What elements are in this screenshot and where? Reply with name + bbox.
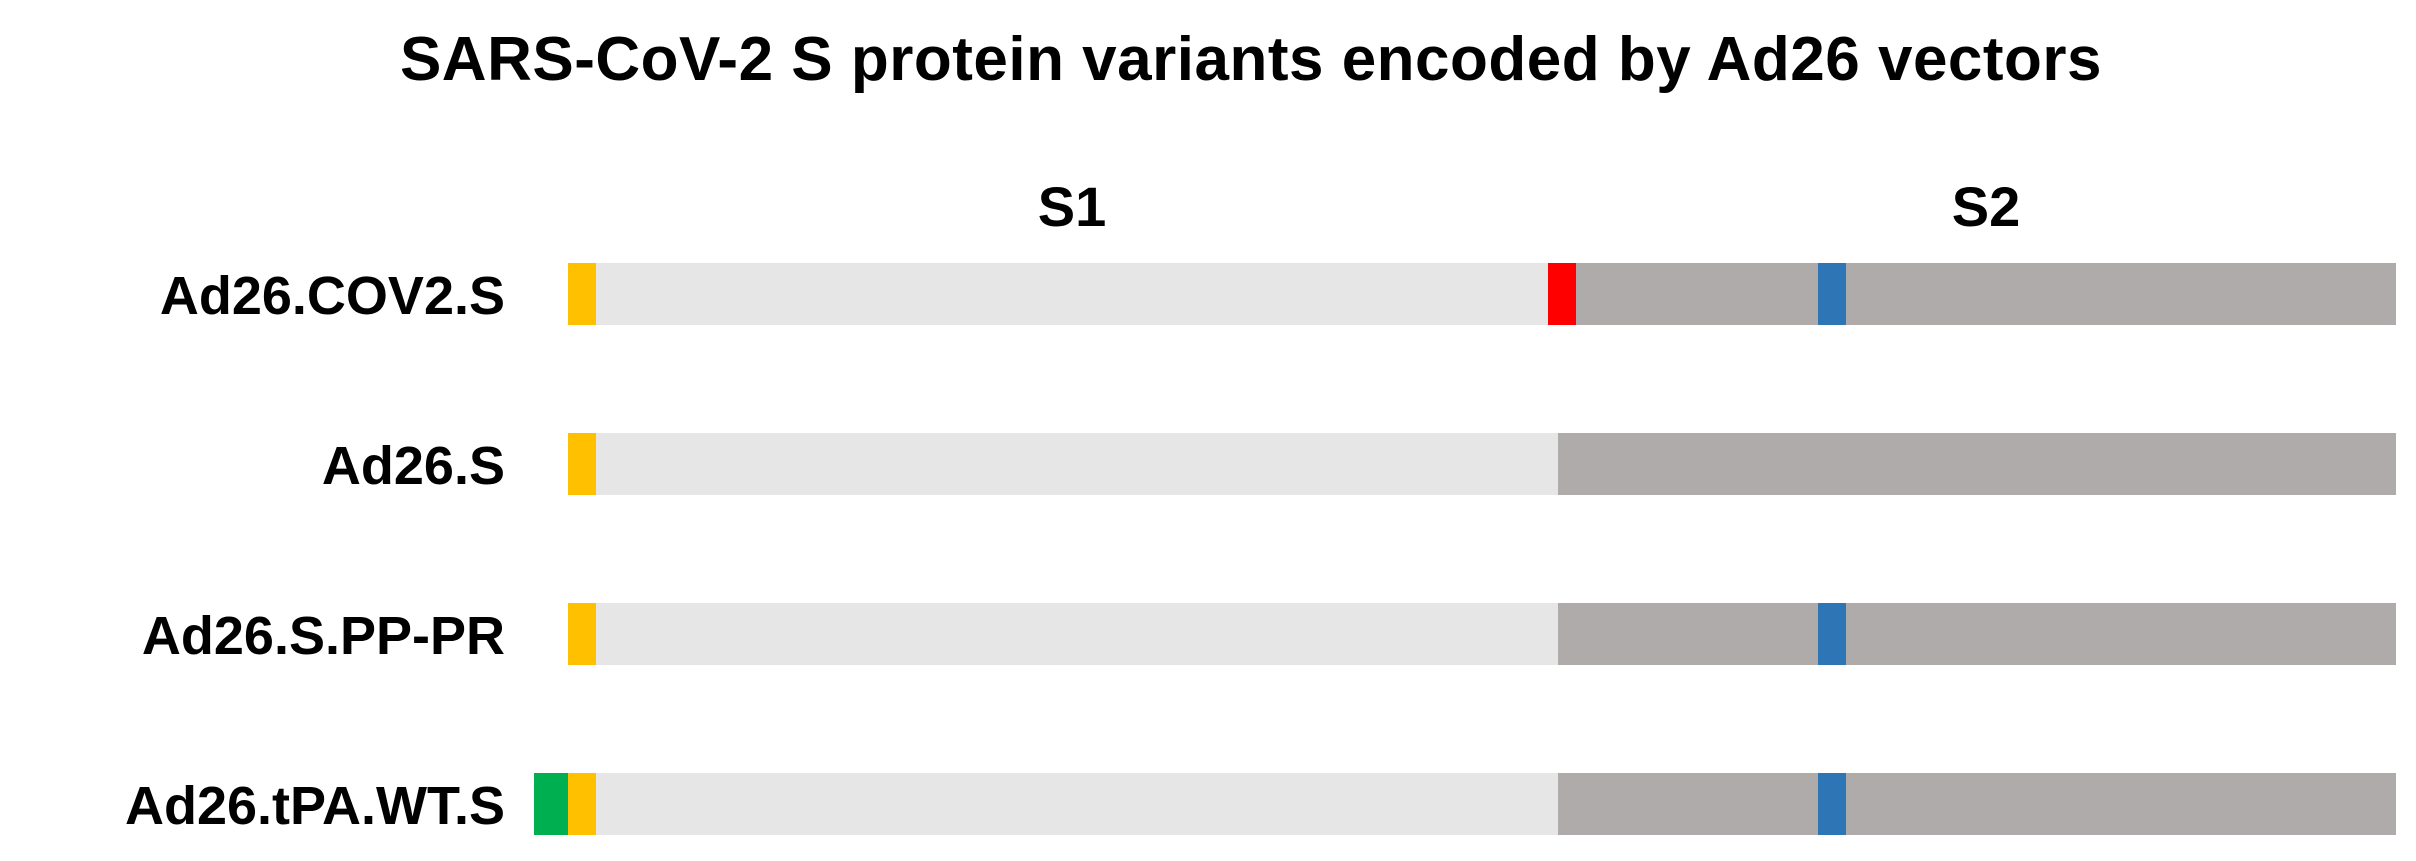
region-label-s2: S2 [1951, 175, 2021, 238]
s2-domain [1558, 433, 2396, 495]
row-label: Ad26.tPA.WT.S [124, 776, 505, 836]
region-label-s1: S1 [1037, 175, 1107, 238]
s1-domain [596, 603, 1558, 665]
yellow-segment [568, 263, 596, 325]
red-segment [1548, 263, 1576, 325]
vector-row: Ad26.S [0, 433, 2400, 496]
vector-row: Ad26.tPA.WT.S [0, 773, 2400, 836]
page-title: SARS-CoV-2 S protein variants encoded by… [399, 25, 2103, 94]
s2-domain [1558, 773, 2396, 835]
vector-row: Ad26.S.PP-PR [0, 603, 2400, 666]
s1-domain [596, 263, 1548, 325]
blue-segment [1818, 263, 1846, 325]
blue-segment [1818, 773, 1846, 835]
yellow-segment [568, 773, 596, 835]
s2-domain [1558, 603, 2396, 665]
row-label: Ad26.COV2.S [159, 266, 505, 326]
s2-domain [1576, 263, 2396, 325]
yellow-segment [568, 603, 596, 665]
protein-bar [534, 603, 2396, 665]
s1-domain [596, 773, 1558, 835]
row-label: Ad26.S.PP-PR [141, 606, 505, 666]
vector-row: Ad26.COV2.S [0, 263, 2400, 326]
row-label: Ad26.S [321, 436, 505, 496]
yellow-segment [568, 433, 596, 495]
protein-bar [534, 773, 2396, 835]
blue-segment [1818, 603, 1846, 665]
protein-bar [534, 433, 2396, 495]
protein-bar [534, 263, 2396, 325]
s1-domain [596, 433, 1558, 495]
green-segment [534, 773, 568, 835]
